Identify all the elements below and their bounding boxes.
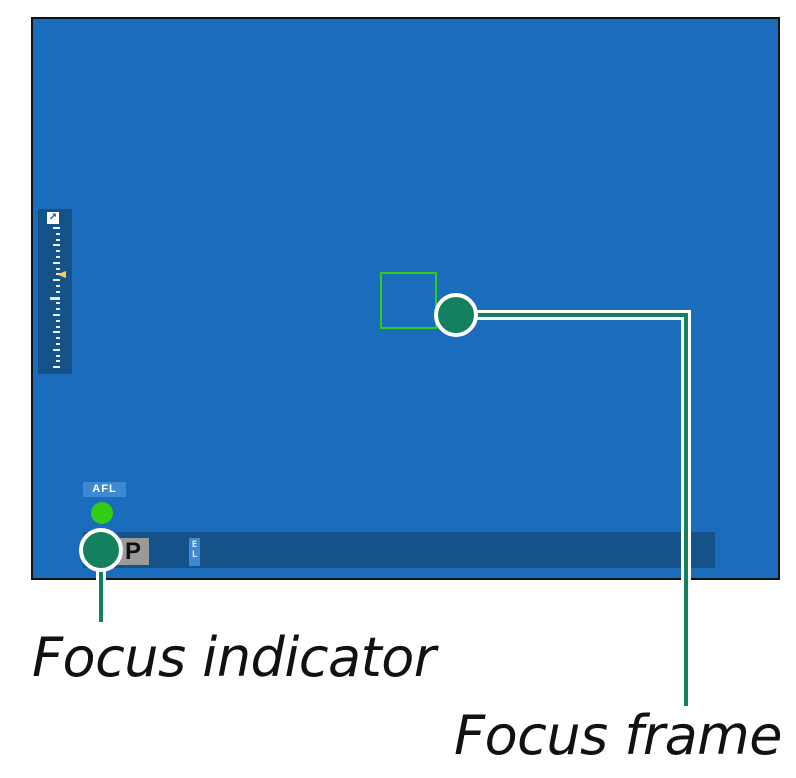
viewfinder-screen: ↗ AFL P E L: [31, 17, 780, 580]
exposure-scale-tick: [56, 319, 60, 322]
exposure-scale-tick: [53, 348, 60, 351]
exposure-scale-tick: [56, 238, 60, 241]
focus-frame-leader-outline: [456, 310, 691, 706]
exposure-scale-tick: [56, 360, 60, 363]
exposure-scale-tick: [56, 337, 60, 340]
exposure-scale-ticks: [38, 227, 72, 371]
focus-indicator: [91, 502, 113, 524]
exposure-scale-tick: [56, 250, 60, 253]
exposure-scale-tick: [56, 302, 60, 305]
exposure-scale-tick: [56, 267, 60, 270]
exposure-scale-tick: [56, 354, 60, 357]
focus-frame: [380, 272, 437, 329]
exposure-scale-tick: [50, 296, 60, 300]
focus-indicator-label: Focus indicator: [32, 626, 436, 689]
exposure-scale-tick: [56, 325, 60, 328]
exposure-scale-tick: [53, 279, 60, 282]
exposure-compensation-icon: ↗: [47, 212, 59, 224]
exposure-scale-tick: [56, 343, 60, 345]
exposure-scale-tick: [53, 314, 60, 316]
exposure-scale-tick: [53, 261, 60, 264]
focus-frame-leader-line: [456, 313, 688, 706]
focus-frame-label: Focus frame: [454, 704, 782, 767]
exposure-scale-tick: [53, 244, 60, 247]
exposure-scale-tick: [53, 331, 60, 334]
exposure-compensation-scale: ↗: [38, 209, 72, 374]
exposure-pointer-icon: [57, 271, 66, 278]
exposure-scale-tick: [56, 256, 60, 258]
exposure-scale-tick: [56, 285, 60, 287]
el-badge: E L: [189, 538, 200, 566]
focus-indicator-marker: [79, 528, 123, 572]
exposure-scale-tick: [56, 308, 60, 311]
focus-frame-marker: [434, 293, 478, 337]
exposure-scale-tick: [56, 290, 60, 293]
exposure-scale-tick: [53, 227, 60, 229]
exposure-scale-tick: [56, 232, 60, 235]
info-bar: [83, 532, 715, 568]
el-badge-top: E: [191, 540, 198, 550]
el-badge-bottom: L: [191, 550, 198, 560]
afl-badge: AFL: [83, 482, 126, 497]
exposure-scale-tick: [53, 366, 60, 369]
